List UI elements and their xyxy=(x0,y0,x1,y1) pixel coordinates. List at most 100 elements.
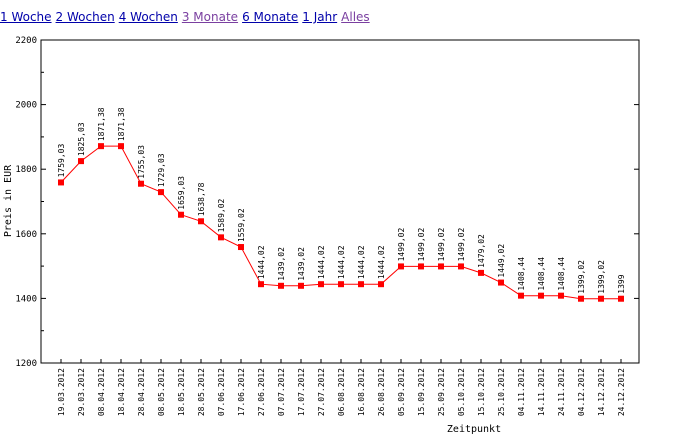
data-label: 1499,02 xyxy=(457,228,466,262)
x-tick-label: 15.09.2012 xyxy=(417,368,426,416)
y-axis-title: Preis in EUR xyxy=(3,164,14,237)
x-axis: 19.03.2012 29.03.2012 08.04.2012 18.04.2012… xyxy=(57,359,626,416)
data-point xyxy=(538,292,544,299)
data-label: 1589,02 xyxy=(217,198,226,232)
data-point xyxy=(178,211,184,218)
data-label: 1444,02 xyxy=(337,245,346,279)
data-point xyxy=(478,269,484,276)
x-tick-label: 25.10.2012 xyxy=(497,368,506,416)
data-point xyxy=(278,282,284,289)
x-tick-label: 05.09.2012 xyxy=(397,368,406,416)
data-label: 1499,02 xyxy=(397,228,406,262)
data-label: 1499,02 xyxy=(417,228,426,262)
data-label: 1729,03 xyxy=(157,153,166,187)
data-point xyxy=(118,143,124,150)
x-tick-label: 17.06.2012 xyxy=(237,368,246,416)
x-tick-label: 07.07.2012 xyxy=(277,368,286,416)
plot-frame xyxy=(40,39,640,364)
data-point xyxy=(458,263,464,270)
range-link-3-monate[interactable]: 3 Monate xyxy=(181,10,239,24)
range-link-1-woche[interactable]: 1 Woche xyxy=(0,10,52,24)
x-tick-label: 29.03.2012 xyxy=(77,368,86,416)
time-range-nav: 1 Woche 2 Wochen 4 Wochen 3 Monate 6 Monate 1… xyxy=(0,10,374,28)
x-tick-label: 04.11.2012 xyxy=(517,368,526,416)
data-label: 1499,02 xyxy=(437,228,446,262)
x-tick-label: 24.12.2012 xyxy=(617,368,626,416)
x-tick-label: 17.07.2012 xyxy=(297,368,306,416)
data-point xyxy=(198,218,204,225)
data-point xyxy=(258,281,264,288)
data-label: 1759,03 xyxy=(57,144,66,178)
x-tick-label: 05.10.2012 xyxy=(457,368,466,416)
x-tick-label: 15.10.2012 xyxy=(477,368,486,416)
y-tick-label: 1400 xyxy=(15,294,37,304)
data-point xyxy=(418,263,424,270)
data-point xyxy=(338,281,344,288)
data-point xyxy=(298,282,304,289)
data-label: 1444,02 xyxy=(317,245,326,279)
data-label: 1871,38 xyxy=(97,107,106,141)
y-tick-label: 1600 xyxy=(15,230,37,240)
data-point xyxy=(358,281,364,288)
data-label: 1399 xyxy=(617,274,626,293)
data-point xyxy=(618,295,624,302)
range-link-2-wochen[interactable]: 2 Wochen xyxy=(55,10,115,24)
x-tick-label: 27.07.2012 xyxy=(317,368,326,416)
data-point xyxy=(98,143,104,150)
data-point xyxy=(138,180,144,187)
data-point xyxy=(318,281,324,288)
data-point xyxy=(558,292,564,299)
data-label: 1825,03 xyxy=(77,122,86,156)
y-tick-label: 1800 xyxy=(15,165,37,175)
x-tick-label: 04.12.2012 xyxy=(577,368,586,416)
data-label: 1399,02 xyxy=(597,260,606,294)
data-labels: 1759,03 1825,03 1871,38 1871,38 1755,03 1729,… xyxy=(57,107,626,293)
range-link-alles[interactable]: Alles xyxy=(341,10,370,24)
x-tick-label: 28.05.2012 xyxy=(197,368,206,416)
x-tick-label: 07.06.2012 xyxy=(217,368,226,416)
data-label: 1449,02 xyxy=(497,244,506,278)
x-axis-title: Zeitpunkt xyxy=(447,424,501,435)
data-point xyxy=(218,234,224,241)
x-tick-label: 08.04.2012 xyxy=(97,368,106,416)
x-tick-label: 08.05.2012 xyxy=(157,368,166,416)
data-point xyxy=(58,179,64,186)
data-point xyxy=(518,292,524,299)
x-tick-label: 19.03.2012 xyxy=(57,368,66,416)
data-label: 1408,44 xyxy=(557,257,566,291)
data-label: 1408,44 xyxy=(517,257,526,291)
data-label: 1399,02 xyxy=(577,260,586,294)
y-tick-label: 2200 xyxy=(15,36,37,46)
data-point xyxy=(438,263,444,270)
data-label: 1638,78 xyxy=(197,182,206,216)
data-point xyxy=(158,189,164,196)
data-label: 1871,38 xyxy=(117,107,126,141)
data-point xyxy=(238,244,244,251)
range-link-1-jahr[interactable]: 1 Jahr xyxy=(302,10,338,24)
data-point xyxy=(398,263,404,270)
data-point xyxy=(598,295,604,302)
x-tick-label: 18.05.2012 xyxy=(177,368,186,416)
data-point xyxy=(78,158,84,165)
x-tick-label: 16.08.2012 xyxy=(357,368,366,416)
data-label: 1559,02 xyxy=(237,208,246,242)
data-label: 1479,02 xyxy=(477,234,486,268)
y-tick-label: 1200 xyxy=(15,359,37,369)
range-link-6-monate[interactable]: 6 Monate xyxy=(242,10,299,24)
data-label: 1755,03 xyxy=(137,145,146,179)
data-point xyxy=(498,279,504,286)
x-tick-label: 25.09.2012 xyxy=(437,368,446,416)
x-tick-label: 14.11.2012 xyxy=(537,368,546,416)
x-tick-label: 24.11.2012 xyxy=(557,368,566,416)
data-label: 1439,02 xyxy=(297,247,306,281)
data-label: 1444,02 xyxy=(357,245,366,279)
x-tick-label: 26.08.2012 xyxy=(377,368,386,416)
range-link-4-wochen[interactable]: 4 Wochen xyxy=(118,10,178,24)
price-markers xyxy=(58,143,624,302)
x-tick-label: 28.04.2012 xyxy=(137,368,146,416)
data-label: 1659,03 xyxy=(177,176,186,210)
x-tick-label: 14.12.2012 xyxy=(597,368,606,416)
x-tick-label: 27.06.2012 xyxy=(257,368,266,416)
data-label: 1439,02 xyxy=(277,247,286,281)
data-label: 1408,44 xyxy=(537,257,546,291)
